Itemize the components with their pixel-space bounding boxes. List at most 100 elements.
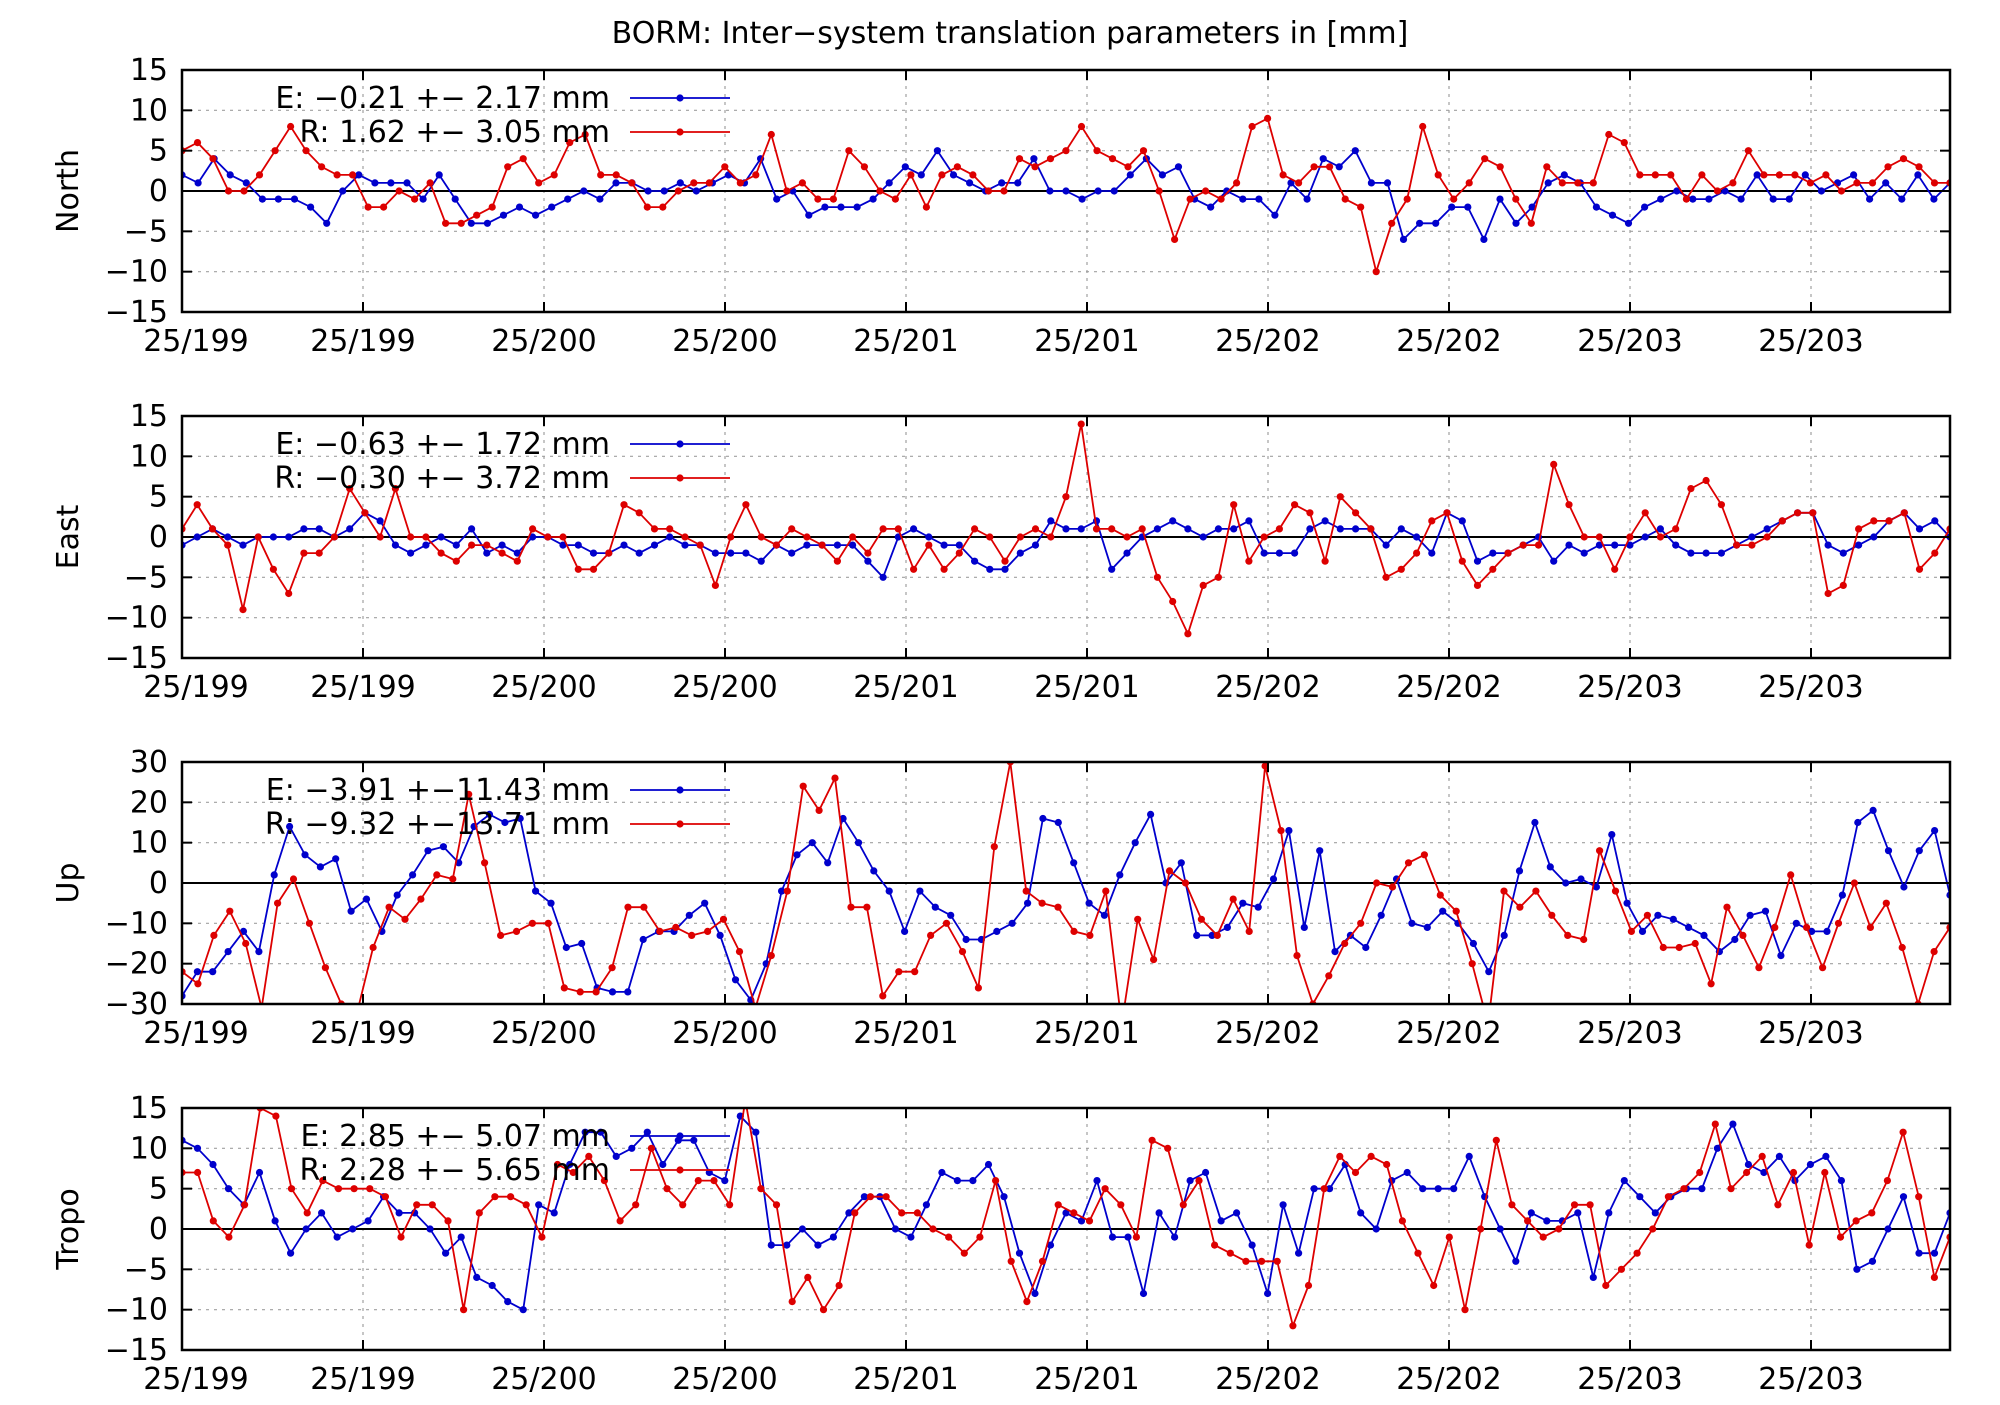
data-point	[1398, 1217, 1406, 1225]
data-point	[512, 927, 521, 936]
data-point	[319, 1177, 327, 1185]
data-point	[426, 1225, 434, 1233]
data-point	[1930, 1249, 1939, 1257]
data-point	[1362, 943, 1370, 952]
data-point	[1341, 939, 1349, 948]
data-point	[1336, 525, 1344, 533]
data-point	[1054, 1201, 1062, 1209]
data-point	[1869, 806, 1877, 815]
data-point	[605, 549, 613, 557]
data-point	[752, 1128, 760, 1136]
data-point	[839, 814, 847, 823]
data-point	[666, 525, 674, 533]
data-point	[1687, 549, 1695, 557]
data-point	[788, 549, 796, 557]
data-point	[1589, 1273, 1597, 1281]
data-point	[1124, 163, 1132, 171]
data-point	[1496, 195, 1504, 203]
ylabel-east: East	[51, 504, 86, 569]
data-point	[620, 501, 628, 509]
data-point	[550, 171, 558, 179]
data-point	[929, 1225, 937, 1233]
chart-title: BORM: Inter−system translation parameter…	[612, 16, 1409, 51]
ytick-label: 10	[130, 826, 168, 861]
data-point	[1295, 179, 1303, 187]
data-point	[1819, 964, 1827, 972]
legend-label-e: E: −0.21 +− 2.17 mm	[275, 81, 610, 116]
ytick-label: 10	[130, 1131, 168, 1166]
data-point	[1310, 163, 1318, 171]
ytick-label: −10	[105, 601, 168, 636]
data-point	[532, 211, 540, 219]
data-point	[1101, 1185, 1109, 1193]
data-point	[1413, 549, 1421, 557]
data-point	[349, 171, 357, 179]
ytick-label: 15	[130, 1091, 168, 1126]
data-point	[1659, 943, 1667, 952]
legend-marker-r	[676, 474, 684, 482]
xtick-label: 25/202	[1396, 324, 1502, 359]
data-point	[804, 1273, 812, 1281]
data-point	[1899, 1193, 1908, 1201]
data-point	[1093, 147, 1101, 155]
data-point	[1062, 1209, 1070, 1217]
data-point	[1792, 919, 1800, 927]
data-point	[1687, 485, 1695, 493]
data-point	[519, 1306, 527, 1314]
data-point	[1900, 883, 1908, 891]
data-point	[1078, 195, 1086, 203]
data-point	[1357, 919, 1365, 927]
data-point	[1931, 827, 1939, 835]
data-point	[681, 533, 689, 541]
xtick-label: 25/203	[1758, 1362, 1864, 1397]
data-point	[628, 1144, 636, 1152]
data-point	[1245, 927, 1253, 936]
data-point	[349, 1225, 357, 1233]
data-point	[1915, 163, 1923, 171]
data-point	[1589, 179, 1597, 187]
data-point	[1169, 597, 1177, 606]
data-point	[483, 219, 491, 227]
data-point	[569, 1168, 577, 1177]
data-point	[719, 915, 728, 923]
data-point	[656, 927, 664, 936]
data-point	[1015, 1249, 1024, 1257]
data-point	[1468, 960, 1476, 968]
data-point	[1626, 533, 1634, 541]
data-point	[1070, 927, 1078, 936]
data-point	[1430, 1281, 1438, 1290]
xtick-label: 25/202	[1215, 324, 1321, 359]
data-point	[969, 1177, 977, 1185]
xtick-label: 25/203	[1577, 670, 1683, 705]
data-point	[692, 187, 700, 195]
data-point	[334, 1185, 343, 1193]
data-point	[596, 195, 604, 203]
data-point	[1570, 1201, 1579, 1209]
data-point	[742, 501, 750, 509]
data-point	[547, 899, 555, 907]
data-point	[1565, 541, 1573, 549]
data-point	[1214, 573, 1222, 581]
data-point	[1516, 903, 1524, 911]
data-point	[947, 911, 955, 919]
data-point	[1070, 859, 1078, 867]
data-point	[332, 855, 340, 863]
data-point	[854, 839, 863, 847]
data-point	[597, 1128, 605, 1136]
data-point	[483, 549, 491, 557]
data-point	[1303, 195, 1311, 203]
data-point	[1717, 501, 1725, 509]
data-point	[672, 923, 680, 932]
data-point	[391, 485, 399, 493]
ytick-label: 20	[130, 785, 168, 820]
data-point	[1821, 1168, 1829, 1177]
data-point	[911, 968, 919, 976]
data-point	[1769, 195, 1777, 203]
data-point	[1824, 541, 1832, 549]
data-point	[333, 1233, 341, 1241]
data-point	[845, 1209, 853, 1217]
data-point	[467, 219, 475, 227]
data-point	[457, 219, 465, 227]
xtick-label: 25/202	[1215, 670, 1321, 705]
data-point	[990, 843, 998, 851]
